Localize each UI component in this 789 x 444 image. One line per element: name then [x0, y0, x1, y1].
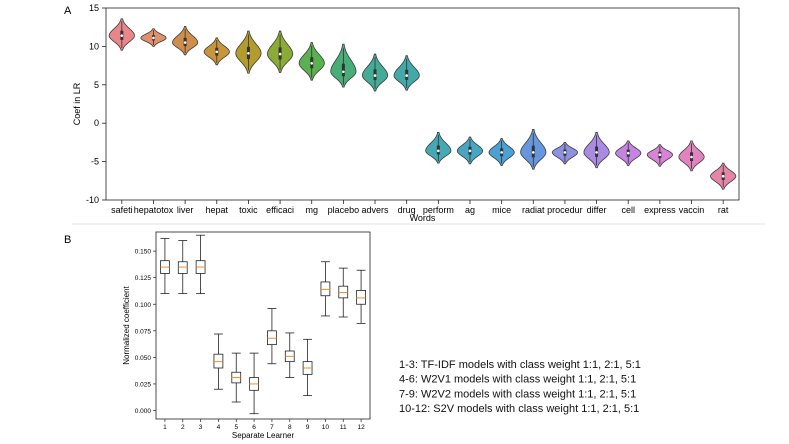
box-2 — [177, 261, 188, 274]
y-tick-label: 0.000 — [135, 408, 152, 415]
y-axis-label: Normalized coefficient — [122, 285, 131, 364]
box-10 — [320, 281, 331, 297]
x-tick-label-4: 4 — [217, 424, 221, 431]
violin-chart: -10 -5 0 5 10 15 Coef in LR Words safeti hepatoto… — [72, 3, 740, 223]
x-tick-label-liver: liver — [177, 205, 194, 215]
violin-median-mice — [500, 151, 503, 154]
violin-median-toxic — [247, 52, 250, 55]
violin-median-radiat — [531, 151, 535, 154]
box-plot-frame — [155, 231, 371, 420]
violin-median-hepatotox — [152, 36, 155, 40]
violin-median-express — [658, 153, 662, 156]
x-tick-label-2: 2 — [181, 424, 185, 431]
y-tick-label: 5 — [94, 80, 99, 90]
y-tick-label: 0.075 — [135, 328, 152, 335]
x-tick-label-radiat: radiat — [522, 205, 545, 215]
x-tick-label-placebo: placebo — [328, 205, 360, 215]
x-axis-label: Separate Learner — [232, 431, 295, 440]
x-tick-label-drug: drug — [398, 205, 416, 215]
violin-median-liver — [183, 41, 187, 44]
legend-line-4: 10-12: S2V models with class weight 1:1,… — [399, 403, 639, 415]
x-tick-label-hepat: hepat — [206, 205, 229, 215]
x-tick-label-10: 10 — [322, 424, 330, 431]
x-tick-label-1: 1 — [163, 424, 167, 431]
y-tick-label: 0.150 — [135, 249, 152, 256]
box-4 — [213, 353, 224, 369]
violin-median-efficaci — [278, 52, 282, 56]
y-tick-label: 10 — [89, 41, 99, 51]
x-tick-label-efficaci: efficaci — [266, 205, 294, 215]
violin-plot-frame — [105, 7, 740, 201]
model-legend: 1-3: TF-IDF models with class weight 1:1… — [399, 359, 641, 415]
x-tick-label-cell: cell — [621, 205, 635, 215]
x-tick-label-5: 5 — [234, 424, 238, 431]
x-tick-label-3: 3 — [199, 424, 203, 431]
legend-line-3: 7-9: W2V2 models with class weight 1:1, … — [399, 388, 636, 400]
y-tick-label: 15 — [89, 3, 99, 13]
x-tick-label-mice: mice — [492, 205, 511, 215]
x-tick-label-advers: advers — [362, 205, 390, 215]
panel-a-label: A — [64, 5, 72, 17]
x-tick-label-procedur: procedur — [547, 205, 583, 215]
violin-median-mg — [310, 61, 314, 65]
x-tick-label-differ: differ — [587, 205, 607, 215]
violin-median-placebo — [342, 70, 345, 74]
x-tick-label-express: express — [644, 205, 676, 215]
violin-median-differ — [595, 151, 598, 154]
violin-median-advers — [373, 74, 377, 77]
x-tick-label-hepatotox: hepatotox — [134, 205, 174, 215]
y-tick-label: -10 — [86, 195, 99, 205]
x-tick-label-7: 7 — [270, 424, 274, 431]
box-12 — [356, 290, 366, 305]
violin-median-rat — [721, 174, 725, 178]
violin-median-safeti — [120, 34, 124, 37]
x-tick-label-mg: mg — [305, 205, 318, 215]
panel-b-label: B — [64, 234, 71, 246]
x-axis-label: Words — [410, 213, 436, 223]
violin-median-vaccin — [690, 155, 693, 159]
box-7 — [267, 330, 277, 346]
y-tick-label: 0 — [94, 118, 99, 128]
box-11 — [338, 285, 349, 299]
y-axis-label: Coef in LR — [72, 82, 82, 125]
y-tick-label: 0.100 — [135, 302, 152, 309]
violin-median-cell — [626, 151, 630, 155]
violin-median-drug — [405, 74, 408, 77]
legend-line-2: 4-6: W2V1 models with class weight 1:1, … — [399, 374, 636, 386]
x-tick-label-vaccin: vaccin — [679, 205, 705, 215]
y-tick-label: 0.025 — [135, 381, 152, 388]
x-tick-label-safeti: safeti — [111, 205, 133, 215]
y-tick-label: 0.050 — [135, 355, 152, 362]
y-tick-label: -5 — [91, 157, 99, 167]
violin-median-ag — [468, 149, 472, 153]
violin-median-hepat — [215, 50, 219, 54]
x-tick-label-11: 11 — [340, 424, 347, 431]
box-chart: 0.000 0.025 0.050 0.075 0.100 0.125 0.150 Norma… — [122, 231, 371, 440]
x-tick-label-12: 12 — [357, 424, 365, 431]
y-tick-label: 0.125 — [135, 275, 152, 282]
violin-iqr-placebo — [341, 63, 345, 77]
x-tick-label-8: 8 — [288, 424, 292, 431]
x-tick-label-6: 6 — [252, 424, 256, 431]
x-tick-label-toxic: toxic — [239, 205, 258, 215]
x-tick-label-rat: rat — [718, 205, 729, 215]
x-tick-label-9: 9 — [306, 424, 310, 431]
violin-median-perform — [437, 149, 440, 153]
violin-median-procedur — [563, 151, 567, 154]
legend-line-1: 1-3: TF-IDF models with class weight 1:1… — [399, 359, 641, 371]
x-tick-label-perform: perform — [423, 205, 454, 215]
x-tick-label-ag: ag — [465, 205, 475, 215]
